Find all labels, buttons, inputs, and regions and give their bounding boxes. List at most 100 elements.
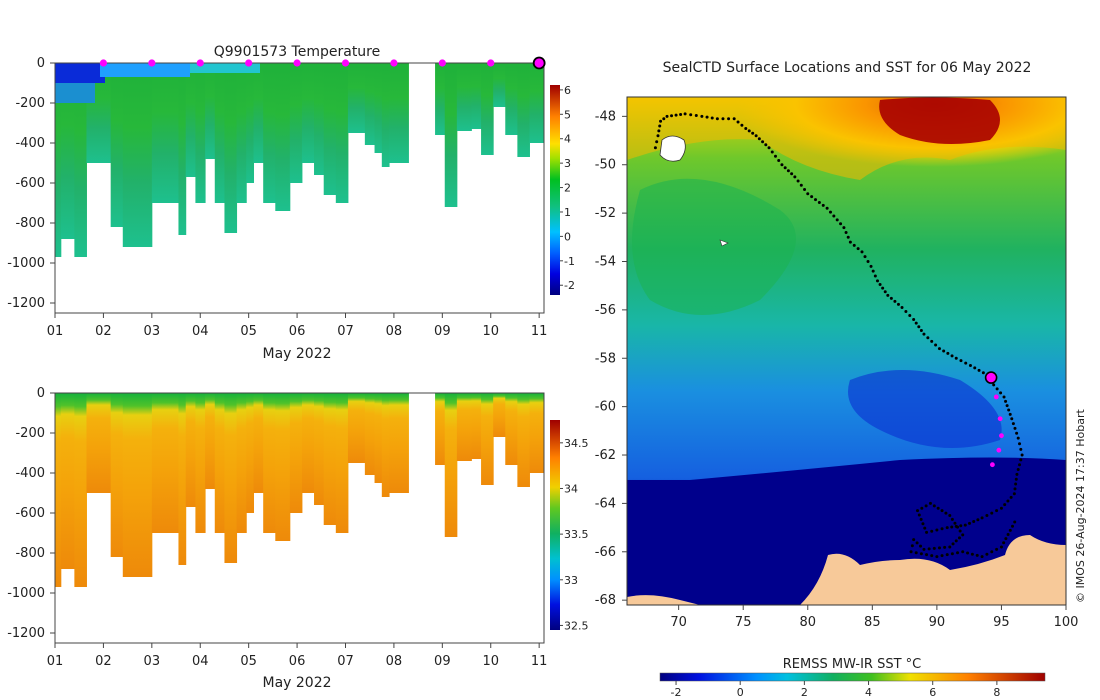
profile-column: [60, 63, 68, 239]
track-dot: [954, 356, 958, 360]
track-dot: [950, 517, 954, 521]
profile-column: [253, 63, 264, 163]
profile-column: [236, 63, 247, 203]
profile-column: [55, 63, 62, 257]
profile-marker: [438, 59, 446, 67]
colorbar-tick-label: -1: [564, 255, 575, 268]
track-dot: [912, 538, 916, 542]
track-dot: [856, 247, 860, 251]
track-dot: [977, 368, 981, 372]
track-dot: [866, 259, 870, 263]
track-dot: [694, 114, 698, 118]
track-dot: [909, 550, 913, 554]
track-dot: [953, 521, 957, 525]
profile-column: [347, 63, 366, 133]
kerguelen-island: [659, 135, 686, 162]
lat-tick-label: -62: [595, 448, 616, 463]
track-dot: [932, 504, 936, 508]
track-dot: [689, 113, 693, 117]
y-tick-label: -800: [15, 546, 45, 561]
track-dot: [783, 166, 787, 170]
lat-tick-label: -60: [595, 400, 616, 415]
profile-column: [471, 393, 482, 459]
colorbar-tick-label: 2: [564, 182, 571, 195]
profile-column: [205, 63, 216, 159]
track-dot: [796, 179, 800, 183]
track-dot: [662, 117, 666, 121]
profile-marker: [148, 59, 156, 67]
temperature-colorbar-ticks: 6 5 4 3 2 1 0 -1 -2: [560, 84, 575, 292]
track-dot: [700, 114, 704, 118]
x-tick-label: 02: [95, 654, 112, 669]
colorbar-tick-label: 32.5: [564, 619, 589, 632]
profile-column: [122, 393, 138, 577]
profile-column: [493, 63, 506, 107]
track-dot: [964, 361, 968, 365]
track-dot: [980, 516, 984, 520]
track-dot: [1010, 417, 1014, 421]
x-tick-label: 10: [482, 324, 499, 339]
profile-column: [110, 63, 124, 227]
profile-column: [505, 63, 518, 135]
profile-column: [435, 393, 446, 465]
track-dot: [881, 286, 885, 290]
profile-column: [444, 393, 458, 537]
track-dot: [655, 140, 659, 144]
sst-cold-eddy: [848, 370, 1002, 448]
cold-patch-1: [55, 63, 105, 83]
profile-column: [323, 63, 337, 195]
track-dot: [846, 235, 850, 239]
profile-column: [166, 63, 179, 203]
track-dot: [999, 506, 1003, 510]
y-tick-label: -1000: [7, 586, 45, 601]
track-dot: [926, 336, 930, 340]
lon-tick-label: 75: [735, 615, 752, 630]
track-dot: [914, 551, 918, 555]
track-dot: [930, 554, 934, 558]
x-tick-label: 03: [144, 324, 161, 339]
profile-column: [151, 63, 167, 203]
track-dot: [942, 349, 946, 353]
salinity-x-axis: 01 02 03 04 05 06 07 08 09 10 11: [47, 643, 547, 669]
track-dot: [871, 269, 875, 273]
profile-column: [314, 393, 325, 505]
sst-colorbar-ticks: -2 0 2 4 6 8: [671, 681, 1000, 699]
lat-tick-label: -66: [595, 545, 616, 560]
track-dot: [751, 131, 755, 135]
profile-marker: [390, 59, 398, 67]
profile-column: [60, 393, 68, 569]
profile-column: [100, 393, 112, 493]
profile-column: [246, 393, 255, 513]
track-dot: [852, 243, 856, 247]
track-dot: [900, 305, 904, 309]
track-dot: [922, 547, 926, 551]
colorbar-tick-label: 3: [564, 157, 571, 170]
profile-column: [214, 63, 225, 203]
track-dot: [744, 126, 748, 130]
track-dot: [1016, 436, 1020, 440]
profile-column: [151, 393, 167, 533]
track-dot: [990, 511, 994, 515]
x-tick-label: 01: [47, 324, 64, 339]
track-dot: [976, 518, 980, 522]
track-dot: [940, 527, 944, 531]
x-tick-label: 09: [434, 654, 451, 669]
track-dot: [1018, 442, 1022, 446]
track-dot: [780, 163, 784, 167]
x-tick-label: 08: [386, 324, 403, 339]
track-dot: [1019, 458, 1023, 462]
profile-column: [224, 393, 238, 563]
track-dot: [920, 506, 924, 510]
track-dot: [968, 364, 972, 368]
track-dot: [925, 553, 929, 557]
colorbar-tick-label: -2: [564, 279, 575, 292]
track-dot: [961, 533, 965, 537]
track-dot: [1006, 499, 1010, 503]
track-dot: [946, 351, 950, 355]
track-dot: [959, 524, 963, 528]
recent-position: [999, 433, 1004, 439]
track-dot: [1013, 487, 1017, 491]
cold-patch-3: [190, 63, 260, 73]
track-dot: [814, 198, 818, 202]
track-dot: [928, 501, 932, 505]
